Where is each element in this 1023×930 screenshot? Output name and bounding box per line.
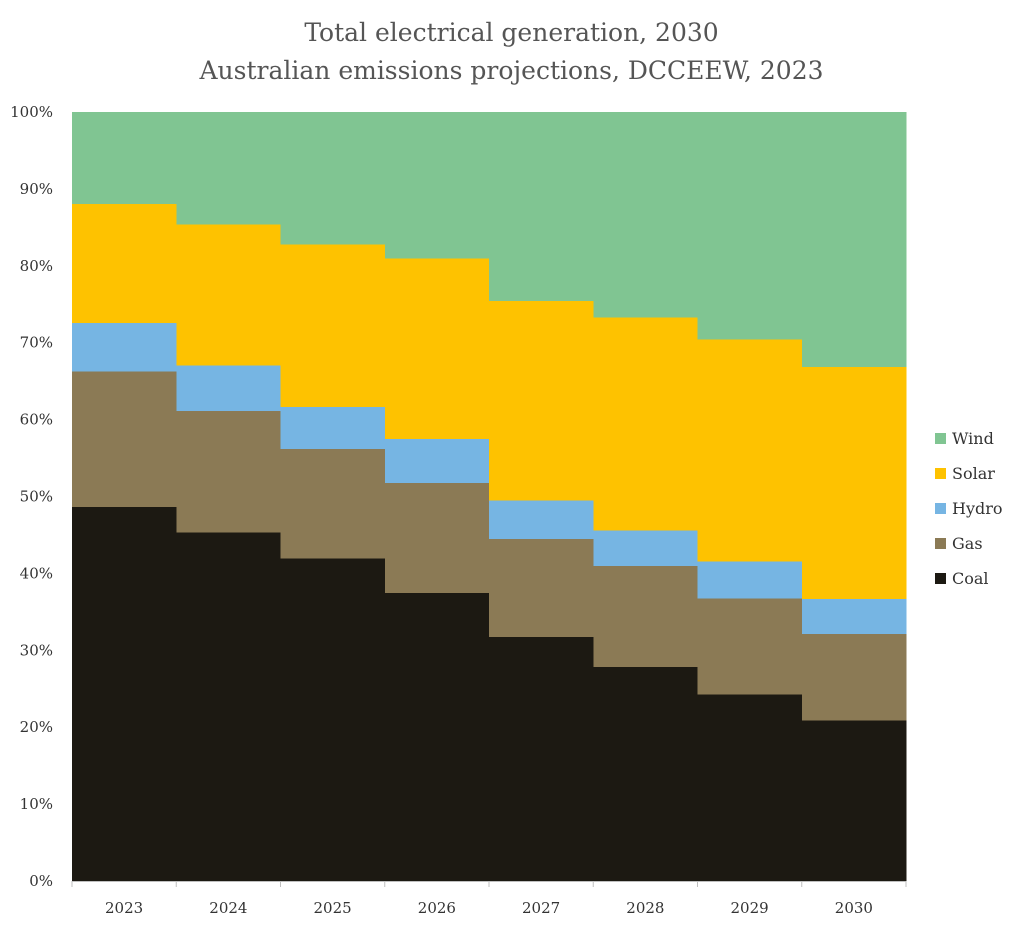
- plot-area: [72, 112, 907, 882]
- x-tick-label: 2028: [626, 899, 664, 917]
- y-tick-label: 10%: [20, 795, 53, 813]
- area-segment-hydro-2024: [176, 365, 282, 411]
- area-segment-wind-2025: [280, 112, 386, 245]
- chart-title: Total electrical generation, 2030: [304, 18, 719, 47]
- legend-swatch-hydro: [935, 503, 946, 514]
- area-segment-coal-2030: [801, 720, 907, 882]
- area-segment-hydro-2026: [384, 438, 490, 484]
- area-segment-wind-2030: [801, 112, 907, 367]
- area-segment-solar-2030: [801, 366, 907, 600]
- x-tick-label: 2023: [105, 899, 143, 917]
- area-segment-wind-2029: [697, 112, 803, 340]
- area-segment-solar-2027: [489, 300, 594, 501]
- area-segment-gas-2030: [801, 633, 907, 721]
- area-segment-coal-2025: [280, 558, 386, 882]
- legend-label-coal: Coal: [952, 569, 989, 588]
- area-segment-coal-2027: [489, 636, 594, 882]
- area-segment-hydro-2030: [801, 598, 907, 634]
- y-tick-label: 100%: [10, 103, 53, 121]
- area-segment-hydro-2027: [489, 500, 594, 540]
- area-segment-solar-2029: [697, 338, 803, 562]
- y-tick-label: 40%: [20, 564, 53, 582]
- area-segment-coal-2026: [384, 592, 490, 882]
- y-tick-label: 0%: [29, 872, 53, 890]
- y-tick-label: 60%: [20, 411, 53, 429]
- area-segment-coal-2028: [593, 666, 699, 882]
- area-segment-coal-2023: [72, 506, 177, 882]
- area-segment-gas-2027: [489, 538, 594, 637]
- x-tick-label: 2026: [418, 899, 456, 917]
- area-segment-wind-2027: [489, 112, 594, 301]
- area-segment-coal-2024: [176, 531, 282, 882]
- y-tick-label: 50%: [20, 488, 53, 506]
- area-segment-wind-2023: [72, 112, 177, 204]
- y-axis: 0% 10% 20% 30% 40% 50% 60% 70% 80% 90% 100%: [10, 103, 53, 890]
- legend-swatch-gas: [935, 538, 946, 549]
- y-tick-label: 80%: [20, 257, 53, 275]
- area-segment-solar-2024: [176, 224, 282, 366]
- area-segment-gas-2023: [72, 371, 177, 507]
- legend-swatch-wind: [935, 433, 946, 444]
- legend-label-solar: Solar: [952, 464, 995, 483]
- area-segment-coal-2029: [697, 694, 803, 882]
- y-tick-label: 30%: [20, 641, 53, 659]
- legend-swatch-solar: [935, 468, 946, 479]
- area-segment-hydro-2025: [280, 406, 386, 450]
- legend-label-gas: Gas: [952, 534, 983, 553]
- area-segment-hydro-2028: [593, 530, 699, 567]
- legend: Wind Solar Hydro Gas Coal: [935, 429, 1003, 588]
- y-tick-label: 90%: [20, 180, 53, 198]
- area-segment-gas-2029: [697, 598, 803, 695]
- area-segment-wind-2024: [176, 112, 282, 225]
- chart-subtitle: Australian emissions projections, DCCEEW…: [199, 56, 824, 85]
- area-segment-gas-2026: [384, 482, 490, 594]
- area-segment-gas-2025: [280, 448, 386, 559]
- area-segment-hydro-2029: [697, 561, 803, 599]
- area-segment-solar-2026: [384, 258, 490, 440]
- x-tick-label: 2030: [835, 899, 873, 917]
- area-segment-wind-2028: [593, 112, 699, 318]
- legend-label-wind: Wind: [952, 429, 994, 448]
- x-tick-label: 2024: [209, 899, 247, 917]
- area-segment-solar-2028: [593, 317, 699, 531]
- legend-label-hydro: Hydro: [952, 499, 1003, 518]
- area-segment-gas-2024: [176, 410, 282, 533]
- x-tick-label: 2029: [731, 899, 769, 917]
- area-segment-hydro-2023: [72, 322, 177, 372]
- area-segment-solar-2025: [280, 244, 386, 407]
- legend-swatch-coal: [935, 573, 946, 584]
- x-tick-label: 2027: [522, 899, 560, 917]
- y-tick-label: 70%: [20, 334, 53, 352]
- area-segment-gas-2028: [593, 565, 699, 667]
- x-tick-label: 2025: [314, 899, 352, 917]
- y-tick-label: 20%: [20, 718, 53, 736]
- x-axis: 2023 2024 2025 2026 2027 2028 2029 2030: [71, 881, 907, 917]
- chart-title-block: Total electrical generation, 2030 Austra…: [0, 14, 1023, 90]
- area-segment-wind-2026: [384, 112, 490, 259]
- area-segment-solar-2023: [72, 203, 177, 324]
